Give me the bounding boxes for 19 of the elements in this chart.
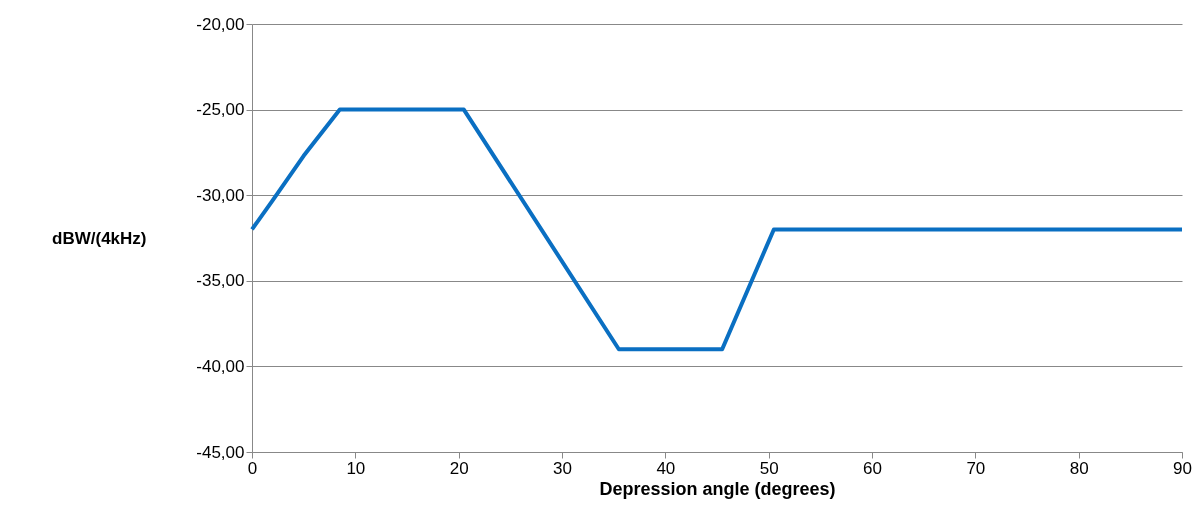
x-tick-label: 0 (247, 458, 258, 478)
y-tick-label: -30,00 (196, 185, 245, 205)
x-tick-label: 80 (1069, 458, 1089, 478)
y-tick-label: -35,00 (196, 271, 245, 291)
x-tick-label: 70 (966, 458, 986, 478)
x-tick-label: 40 (656, 458, 676, 478)
y-tick-label: -20,00 (196, 14, 245, 34)
line-series (250, 107, 1184, 352)
y-tick-label: -45,00 (196, 442, 245, 462)
x-tick-label: 10 (346, 458, 366, 478)
x-tick-label: 60 (863, 458, 882, 478)
x-tick-label: 90 (1173, 458, 1192, 478)
y-axis-title: dBW/(4kHz) (52, 228, 147, 248)
x-axis-title: Depression angle (degrees) (599, 478, 836, 499)
x-tick-label: 20 (449, 458, 469, 478)
x-tick-label: 30 (553, 458, 572, 478)
y-tick-label: -40,00 (196, 356, 245, 376)
y-tick-label: -25,00 (196, 100, 245, 120)
x-tick-label: 50 (759, 458, 779, 478)
